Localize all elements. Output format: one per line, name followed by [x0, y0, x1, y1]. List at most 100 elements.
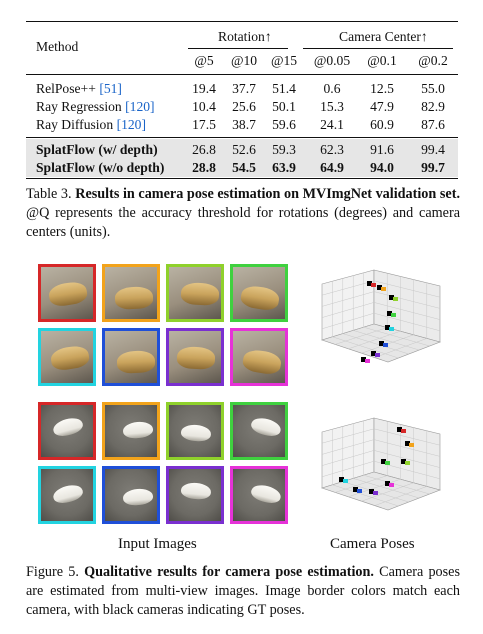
gt-camera-marker: [339, 477, 344, 482]
value-cell: 52.6: [232, 142, 256, 157]
gt-camera-marker: [369, 489, 374, 494]
method-name: Ray Diffusion: [36, 117, 114, 132]
citation-link[interactable]: [120]: [116, 117, 147, 132]
input-image-thumbnail: [102, 466, 160, 524]
citation-link[interactable]: [120]: [125, 99, 155, 114]
value-cell: 59.3: [272, 142, 296, 157]
rotation-header-rule: [188, 48, 288, 49]
bag-object: [176, 346, 216, 370]
input-image-thumbnail: [166, 264, 224, 322]
plot-floor: [321, 471, 441, 511]
threshold-cell: @15: [270, 53, 298, 68]
value-cell: 50.1: [272, 99, 296, 114]
method-header: Method: [36, 39, 79, 54]
estimated-camera-marker: [401, 429, 406, 433]
estimated-camera-marker: [383, 343, 388, 347]
gt-camera-marker: [371, 351, 376, 356]
value-cell: 38.7: [232, 117, 256, 132]
gt-camera-marker: [397, 427, 402, 432]
table-caption: Table 3. Results in camera pose estimati…: [26, 185, 460, 242]
method-cell: Ray Diffusion [120]: [36, 116, 146, 133]
value-cell: 55.0: [421, 81, 445, 96]
estimated-camera-marker: [365, 359, 370, 363]
value-cell: 64.9: [320, 160, 344, 175]
value-cell: 94.0: [370, 160, 394, 175]
gt-camera-marker: [353, 487, 358, 492]
camera-poses-label: Camera Poses: [330, 536, 415, 552]
citation-link[interactable]: [51]: [99, 81, 122, 96]
table-bottom-rule: [26, 178, 458, 180]
table-caption-label: Table 3.: [26, 186, 72, 202]
estimated-camera-marker: [373, 491, 378, 495]
method-name: Ray Regression: [36, 99, 122, 114]
value-cell: 12.5: [370, 81, 394, 96]
bag-object: [114, 286, 154, 310]
gt-camera-marker: [381, 459, 386, 464]
value-cell: 0.6: [323, 81, 341, 96]
gt-camera-marker: [389, 295, 394, 300]
camera-pose-plot-1: [321, 269, 441, 363]
method-cell: RelPose++ [51]: [36, 80, 122, 97]
estimated-camera-marker: [393, 297, 398, 301]
rotation-header: Rotation↑: [218, 29, 272, 44]
value-cell: 47.9: [370, 99, 394, 114]
table-top-rule: [26, 21, 458, 23]
gt-camera-marker: [377, 285, 382, 290]
threshold-cell: @5: [194, 53, 214, 68]
bag-object: [180, 282, 220, 306]
input-image-thumbnail: [230, 466, 288, 524]
estimated-camera-marker: [371, 283, 376, 287]
value-cell: 26.8: [192, 142, 216, 157]
input-image-thumbnail: [38, 402, 96, 460]
camera-pose-plot-2: [321, 417, 441, 511]
value-cell: 10.4: [192, 99, 216, 114]
estimated-camera-marker: [409, 443, 414, 447]
bag-object: [116, 350, 156, 374]
figure-caption-label: Figure 5.: [26, 564, 79, 580]
estimated-camera-marker: [375, 353, 380, 357]
gt-camera-marker: [385, 481, 390, 486]
estimated-camera-marker: [391, 313, 396, 317]
highlight-band: [26, 139, 458, 177]
estimated-camera-marker: [357, 489, 362, 493]
input-image-thumbnail: [166, 466, 224, 524]
threshold-cell: @10: [230, 53, 258, 68]
center-header-rule: [303, 48, 453, 49]
method-cell: SplatFlow (w/ depth): [36, 142, 158, 157]
input-image-thumbnail: [102, 264, 160, 322]
gt-camera-marker: [379, 341, 384, 346]
input-image-thumbnail: [230, 264, 288, 322]
figure-caption: Figure 5. Qualitative results for camera…: [26, 563, 460, 620]
gt-camera-marker: [385, 325, 390, 330]
value-cell: 15.3: [320, 99, 344, 114]
estimated-camera-marker: [343, 479, 348, 483]
method-cell: Ray Regression [120]: [36, 98, 155, 115]
table-row: SplatFlow (w/ depth) 26.8 52.6 59.3 62.3…: [26, 141, 458, 158]
input-image-thumbnail: [230, 402, 288, 460]
value-cell: 62.3: [320, 142, 344, 157]
value-cell: 25.6: [232, 99, 256, 114]
gt-camera-marker: [405, 441, 410, 446]
value-cell: 63.9: [272, 160, 296, 175]
input-image-thumbnail: [102, 328, 160, 386]
value-cell: 17.5: [192, 117, 216, 132]
estimated-camera-marker: [405, 461, 410, 465]
value-cell: 19.4: [192, 81, 216, 96]
figure-caption-body: Camera poses are estimated from multi-vi…: [26, 564, 460, 618]
input-images-label: Input Images: [118, 536, 197, 552]
value-cell: 99.4: [421, 142, 445, 157]
estimated-camera-marker: [389, 483, 394, 487]
section-rule: [26, 137, 458, 138]
threshold-cell: @0.1: [367, 53, 397, 68]
table-row: SplatFlow (w/o depth) 28.8 54.5 63.9 64.…: [26, 159, 458, 176]
estimated-camera-marker: [385, 461, 390, 465]
value-cell: 91.6: [370, 142, 394, 157]
figure-caption-title: Qualitative results for camera pose esti…: [84, 564, 374, 580]
method-cell: SplatFlow (w/o depth): [36, 160, 165, 175]
input-image-thumbnail: [166, 328, 224, 386]
value-cell: 59.6: [272, 117, 296, 132]
gt-camera-marker: [367, 281, 372, 286]
table-row: RelPose++ [51] 19.4 37.7 51.4 0.6 12.5 5…: [26, 80, 458, 97]
value-cell: 24.1: [320, 117, 344, 132]
table-caption-body: @Q represents the accuracy threshold for…: [26, 205, 460, 240]
